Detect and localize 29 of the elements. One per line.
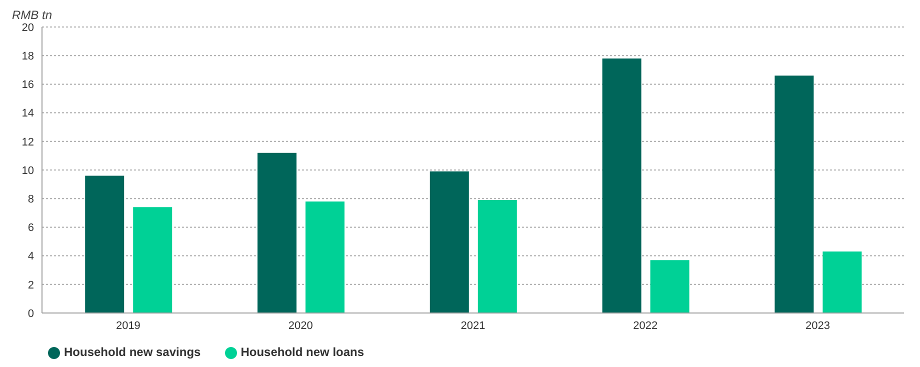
bar [306, 201, 344, 313]
bar [85, 176, 124, 313]
bar [822, 252, 862, 313]
y-tick-label: 0 [28, 308, 34, 320]
y-tick-label: 14 [22, 108, 34, 120]
bar [650, 260, 690, 313]
bar [430, 171, 469, 313]
y-tick-label: 10 [22, 164, 34, 177]
bar [602, 58, 642, 313]
y-axis-title: RMB tn [12, 8, 52, 22]
legend-label: Household new savings [64, 345, 201, 359]
bar [478, 200, 517, 313]
y-tick-label: 18 [22, 50, 34, 63]
bar [133, 207, 172, 313]
x-tick-label: 2023 [806, 320, 830, 332]
legend-label: Household new loans [240, 345, 364, 359]
bar [774, 76, 814, 313]
y-tick-label: 20 [22, 22, 34, 34]
y-tick-label: 12 [22, 136, 34, 148]
x-tick-label: 2019 [116, 320, 140, 332]
y-tick-label: 8 [28, 194, 34, 206]
y-tick-label: 16 [22, 79, 34, 92]
y-tick-label: 6 [28, 222, 34, 234]
x-tick-label: 2021 [460, 320, 486, 332]
y-tick-label: 2 [28, 279, 34, 292]
x-tick-label: 2020 [288, 320, 313, 332]
bar [258, 152, 296, 313]
x-tick-label: 2022 [633, 320, 658, 332]
y-tick-label: 4 [28, 250, 34, 263]
